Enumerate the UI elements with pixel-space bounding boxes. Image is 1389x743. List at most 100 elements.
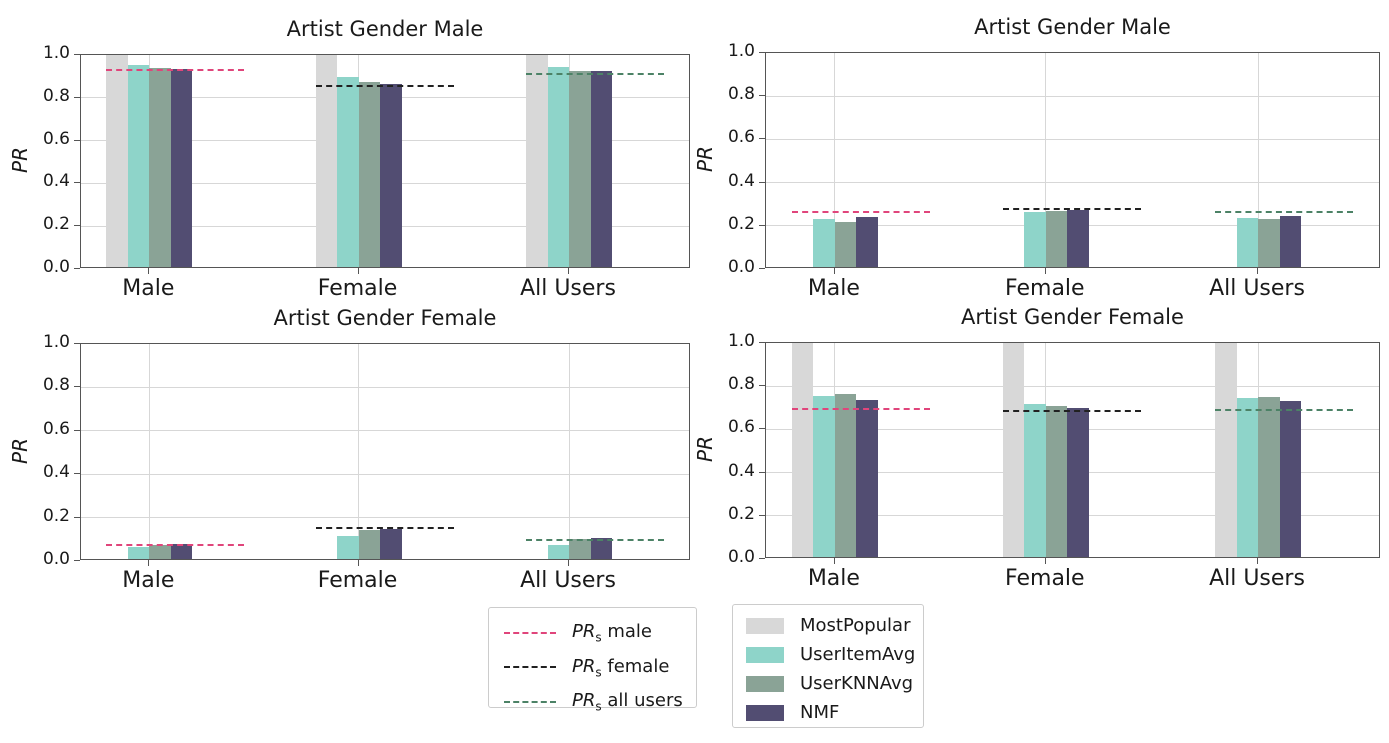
bar-useritemavg	[127, 547, 150, 559]
bar-userknnavg	[358, 81, 381, 267]
bar-nmf	[590, 538, 612, 559]
ref-line-legend: PRs male PRs female PRs all users	[488, 607, 697, 714]
ref-line	[315, 85, 454, 88]
y-tick-mark	[74, 429, 80, 431]
bar-mostpopular	[106, 55, 128, 267]
ref-line	[791, 210, 930, 213]
ref-line	[526, 539, 664, 542]
x-tick-mark	[568, 560, 569, 566]
x-tick-mark	[833, 558, 835, 564]
y-tick-label: 0.8	[42, 85, 70, 106]
gridline-horizontal	[766, 138, 1379, 140]
x-tick-label: All Users	[1209, 276, 1305, 301]
series-color-swatch	[746, 646, 784, 663]
legend-item-series: NMF	[746, 702, 923, 723]
x-tick-label: Female	[1005, 566, 1085, 591]
y-tick-label: 0.0	[727, 257, 755, 277]
y-tick-mark	[74, 96, 80, 98]
ref-line	[106, 543, 245, 546]
series-legend: MostPopular UserItemAvg UserKNNAvg NMF	[732, 604, 924, 728]
bar-nmf	[1279, 216, 1301, 267]
x-tick-label: Male	[122, 568, 175, 593]
y-tick-mark	[759, 138, 765, 140]
gridline-vertical	[358, 344, 360, 559]
series-color-swatch	[746, 617, 784, 634]
bar-useritemavg	[337, 76, 359, 267]
y-tick-label: 1.0	[42, 43, 70, 63]
x-tick-label: All Users	[520, 568, 616, 593]
bar-nmf	[380, 528, 402, 559]
y-tick-label: 0.6	[727, 417, 755, 438]
y-tick-label: 0.2	[727, 213, 755, 234]
legend-label: PRs male	[572, 621, 653, 645]
y-tick-mark	[759, 224, 765, 226]
ref-line	[1215, 210, 1353, 213]
bar-useritemavg	[813, 396, 835, 557]
chart-title: Artist Gender Male	[974, 15, 1171, 39]
x-tick-mark	[148, 268, 150, 274]
bar-userknnavg	[569, 71, 591, 267]
bar-useritemavg	[337, 536, 359, 559]
y-tick-mark	[759, 558, 765, 559]
ref-line	[1002, 207, 1141, 210]
y-tick-mark	[759, 385, 765, 387]
bar-nmf	[856, 217, 878, 267]
legend-subscript: s	[595, 699, 602, 714]
bar-nmf	[590, 71, 612, 267]
legend-item-series: UserKNNAvg	[746, 673, 923, 694]
gridline-horizontal	[766, 95, 1379, 97]
bar-nmf	[856, 400, 878, 557]
y-tick-mark	[759, 514, 765, 516]
gridline-vertical	[834, 53, 836, 267]
y-tick-label: 0.6	[42, 418, 70, 439]
gridline-horizontal	[766, 385, 1379, 387]
bar-mostpopular	[315, 55, 338, 267]
legend-label: PRs all users	[572, 690, 683, 714]
y-tick-label: 1.0	[42, 332, 70, 352]
dashed-line-sample	[504, 631, 556, 634]
legend-label: NMF	[800, 702, 840, 723]
x-tick-mark	[1044, 268, 1046, 274]
x-tick-label: Male	[122, 276, 175, 301]
x-tick-label: Female	[317, 276, 398, 301]
y-tick-label: 1.0	[727, 41, 755, 61]
x-tick-mark	[1044, 558, 1046, 564]
bar-userknnavg	[569, 539, 591, 559]
y-tick-mark	[74, 54, 80, 55]
y-tick-mark	[74, 182, 80, 184]
x-tick-label: Male	[807, 566, 860, 591]
y-tick-label: 0.4	[42, 462, 70, 483]
chart-title: Artist Gender Female	[961, 305, 1184, 329]
y-tick-mark	[74, 343, 80, 344]
bar-nmf	[1067, 407, 1089, 557]
chart-title: Artist Gender Male	[286, 17, 484, 41]
gridline-horizontal	[766, 182, 1379, 184]
y-tick-mark	[759, 181, 765, 183]
y-tick-label: 0.6	[727, 127, 755, 148]
legend-label: MostPopular	[800, 615, 911, 636]
bar-userknnavg	[1258, 219, 1280, 267]
bar-useritemavg	[1024, 211, 1046, 267]
y-tick-label: 0.6	[42, 128, 70, 149]
y-tick-mark	[759, 342, 765, 343]
y-tick-label: 1.0	[727, 331, 755, 351]
ref-line	[106, 68, 245, 71]
legend-label: UserItemAvg	[800, 644, 916, 665]
x-tick-mark	[833, 268, 835, 274]
gridline-vertical	[1257, 53, 1259, 267]
x-tick-label: All Users	[520, 276, 616, 301]
legend-symbol: PR	[572, 655, 596, 677]
x-tick-mark	[1257, 558, 1258, 564]
x-tick-mark	[357, 268, 359, 274]
bar-nmf	[380, 84, 402, 267]
x-tick-label: Female	[317, 568, 398, 593]
y-tick-label: 0.2	[42, 214, 70, 235]
bar-useritemavg	[1024, 403, 1046, 557]
legend-subscript: s	[595, 665, 602, 680]
gridline-vertical	[148, 344, 150, 559]
bar-userknnavg	[1258, 397, 1280, 557]
bar-useritemavg	[547, 66, 569, 267]
bar-mostpopular	[1002, 343, 1025, 557]
y-tick-mark	[74, 560, 80, 561]
subplot-artist-gender-male-left: Artist Gender Male PR 0.0 0.2 0.4 0.6 0.8 1.0 Ma…	[8, 17, 690, 301]
